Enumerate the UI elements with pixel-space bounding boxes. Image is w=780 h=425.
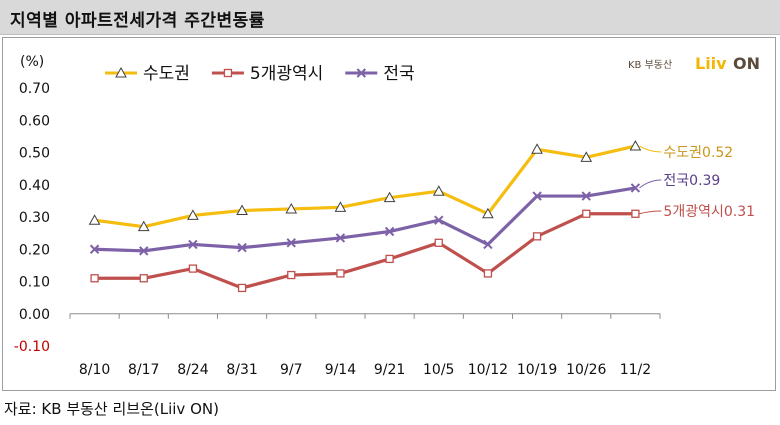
end-label-leader <box>639 210 662 215</box>
data-point-x <box>483 239 493 250</box>
legend-label: 전국 <box>383 64 414 84</box>
data-point-square <box>139 274 148 283</box>
kb-liivon-logo: KB 부동산 Liiv ON <box>628 54 760 73</box>
data-point-triangle <box>531 143 543 154</box>
y-tick-label: -0.10 <box>14 339 50 355</box>
data-point-square <box>434 238 443 247</box>
legend-label: 수도권 <box>143 64 190 84</box>
end-label-text: 수도권0.52 <box>663 145 733 161</box>
data-point-square <box>532 232 542 241</box>
data-point-triangle <box>432 185 445 196</box>
series-line <box>94 212 636 290</box>
x-tick-label: 9/7 <box>280 362 303 378</box>
data-point-x <box>434 215 444 225</box>
y-tick-label: 0.20 <box>19 242 50 258</box>
series-3 <box>89 183 641 256</box>
x-tick-label: 10/12 <box>468 362 508 378</box>
data-point-square <box>188 264 198 273</box>
x-tick-label: 9/14 <box>325 362 357 378</box>
x-tick-label: 11/2 <box>620 362 651 378</box>
logo-liiv-text: Liiv <box>695 54 727 73</box>
x-tick-label: 8/17 <box>128 362 159 378</box>
chart-frame <box>2 37 776 391</box>
data-point-x <box>139 246 149 256</box>
legend: 수도권 5개광역시 전국 <box>105 64 415 84</box>
data-point-x <box>237 242 247 253</box>
data-point-x <box>581 191 591 201</box>
x-tick-label: 10/5 <box>423 362 454 378</box>
x-tick-label: 8/24 <box>177 362 209 378</box>
end-labels: 수도권0.52 5개광역시0.31 전국0.39 <box>639 145 755 220</box>
y-tick-label: 0.70 <box>19 81 50 97</box>
data-point-x <box>630 183 641 193</box>
data-point-square <box>385 254 394 264</box>
data-point-x <box>286 238 296 248</box>
series-line <box>94 186 636 253</box>
data-point-square <box>336 269 345 278</box>
y-tick-label: 0.40 <box>19 178 50 194</box>
x-tick-label: 10/19 <box>517 362 557 378</box>
data-point-x <box>356 68 367 78</box>
y-tick-label: 0.60 <box>19 113 50 129</box>
y-tick-label: 0.10 <box>19 275 50 291</box>
data-point-triangle <box>187 209 199 220</box>
logo-on-text: ON <box>733 54 760 73</box>
end-label-text: 전국0.39 <box>663 173 720 189</box>
series-line <box>94 144 636 229</box>
y-axis: 0.70 0.60 0.50 0.40 0.30 0.20 0.10 0.00 -0.10 <box>14 81 50 355</box>
y-tick-label: 0.00 <box>19 307 50 323</box>
data-point-square <box>631 209 640 218</box>
source-note: 자료: KB 부동산 리브온(Liiv ON) <box>4 400 219 418</box>
x-tick-label: 8/31 <box>226 362 257 378</box>
data-point-triangle <box>383 191 396 203</box>
data-point-triangle <box>334 201 347 212</box>
y-tick-label: 0.30 <box>19 210 50 226</box>
data-point-triangle <box>236 204 248 216</box>
data-point-square <box>483 269 493 278</box>
data-point-square <box>287 270 296 280</box>
x-axis: 8/10 8/17 8/24 8/31 9/7 9/14 9/21 10/5 10/12 10/1… <box>69 313 661 378</box>
y-tick-label: 0.50 <box>19 146 50 162</box>
legend-label: 5개광역시 <box>250 64 323 84</box>
data-point-triangle <box>115 66 127 78</box>
end-label-leader <box>639 179 662 189</box>
x-tick-label: 9/21 <box>374 362 405 378</box>
data-point-x <box>335 233 346 243</box>
data-point-x <box>384 226 395 237</box>
end-label-leader <box>639 145 662 153</box>
x-tick-label: 10/26 <box>566 362 606 378</box>
data-point-triangle <box>580 151 593 162</box>
data-point-square <box>90 274 99 283</box>
data-point-triangle <box>137 220 150 232</box>
data-point-triangle <box>629 140 642 151</box>
data-point-square <box>237 283 247 293</box>
page-title: 지역별 아파트전세가격 주간변동률 <box>10 11 265 31</box>
series-group <box>88 140 642 293</box>
data-point-x <box>89 244 100 254</box>
data-point-triangle <box>285 202 298 214</box>
data-point-x <box>532 191 542 201</box>
title-bar: 지역별 아파트전세가격 주간변동률 <box>0 0 780 35</box>
y-axis-unit-label: (%) <box>20 54 44 70</box>
data-point-triangle <box>482 207 494 219</box>
end-label-text: 5개광역시0.31 <box>663 204 755 220</box>
series-1 <box>88 140 642 232</box>
series-2 <box>90 209 640 293</box>
x-tick-label: 8/10 <box>79 362 110 378</box>
logo-kb-text: KB 부동산 <box>628 59 672 71</box>
data-point-x <box>188 239 198 250</box>
data-point-square <box>582 209 591 218</box>
data-point-triangle <box>88 214 101 225</box>
data-point-square <box>223 68 233 78</box>
